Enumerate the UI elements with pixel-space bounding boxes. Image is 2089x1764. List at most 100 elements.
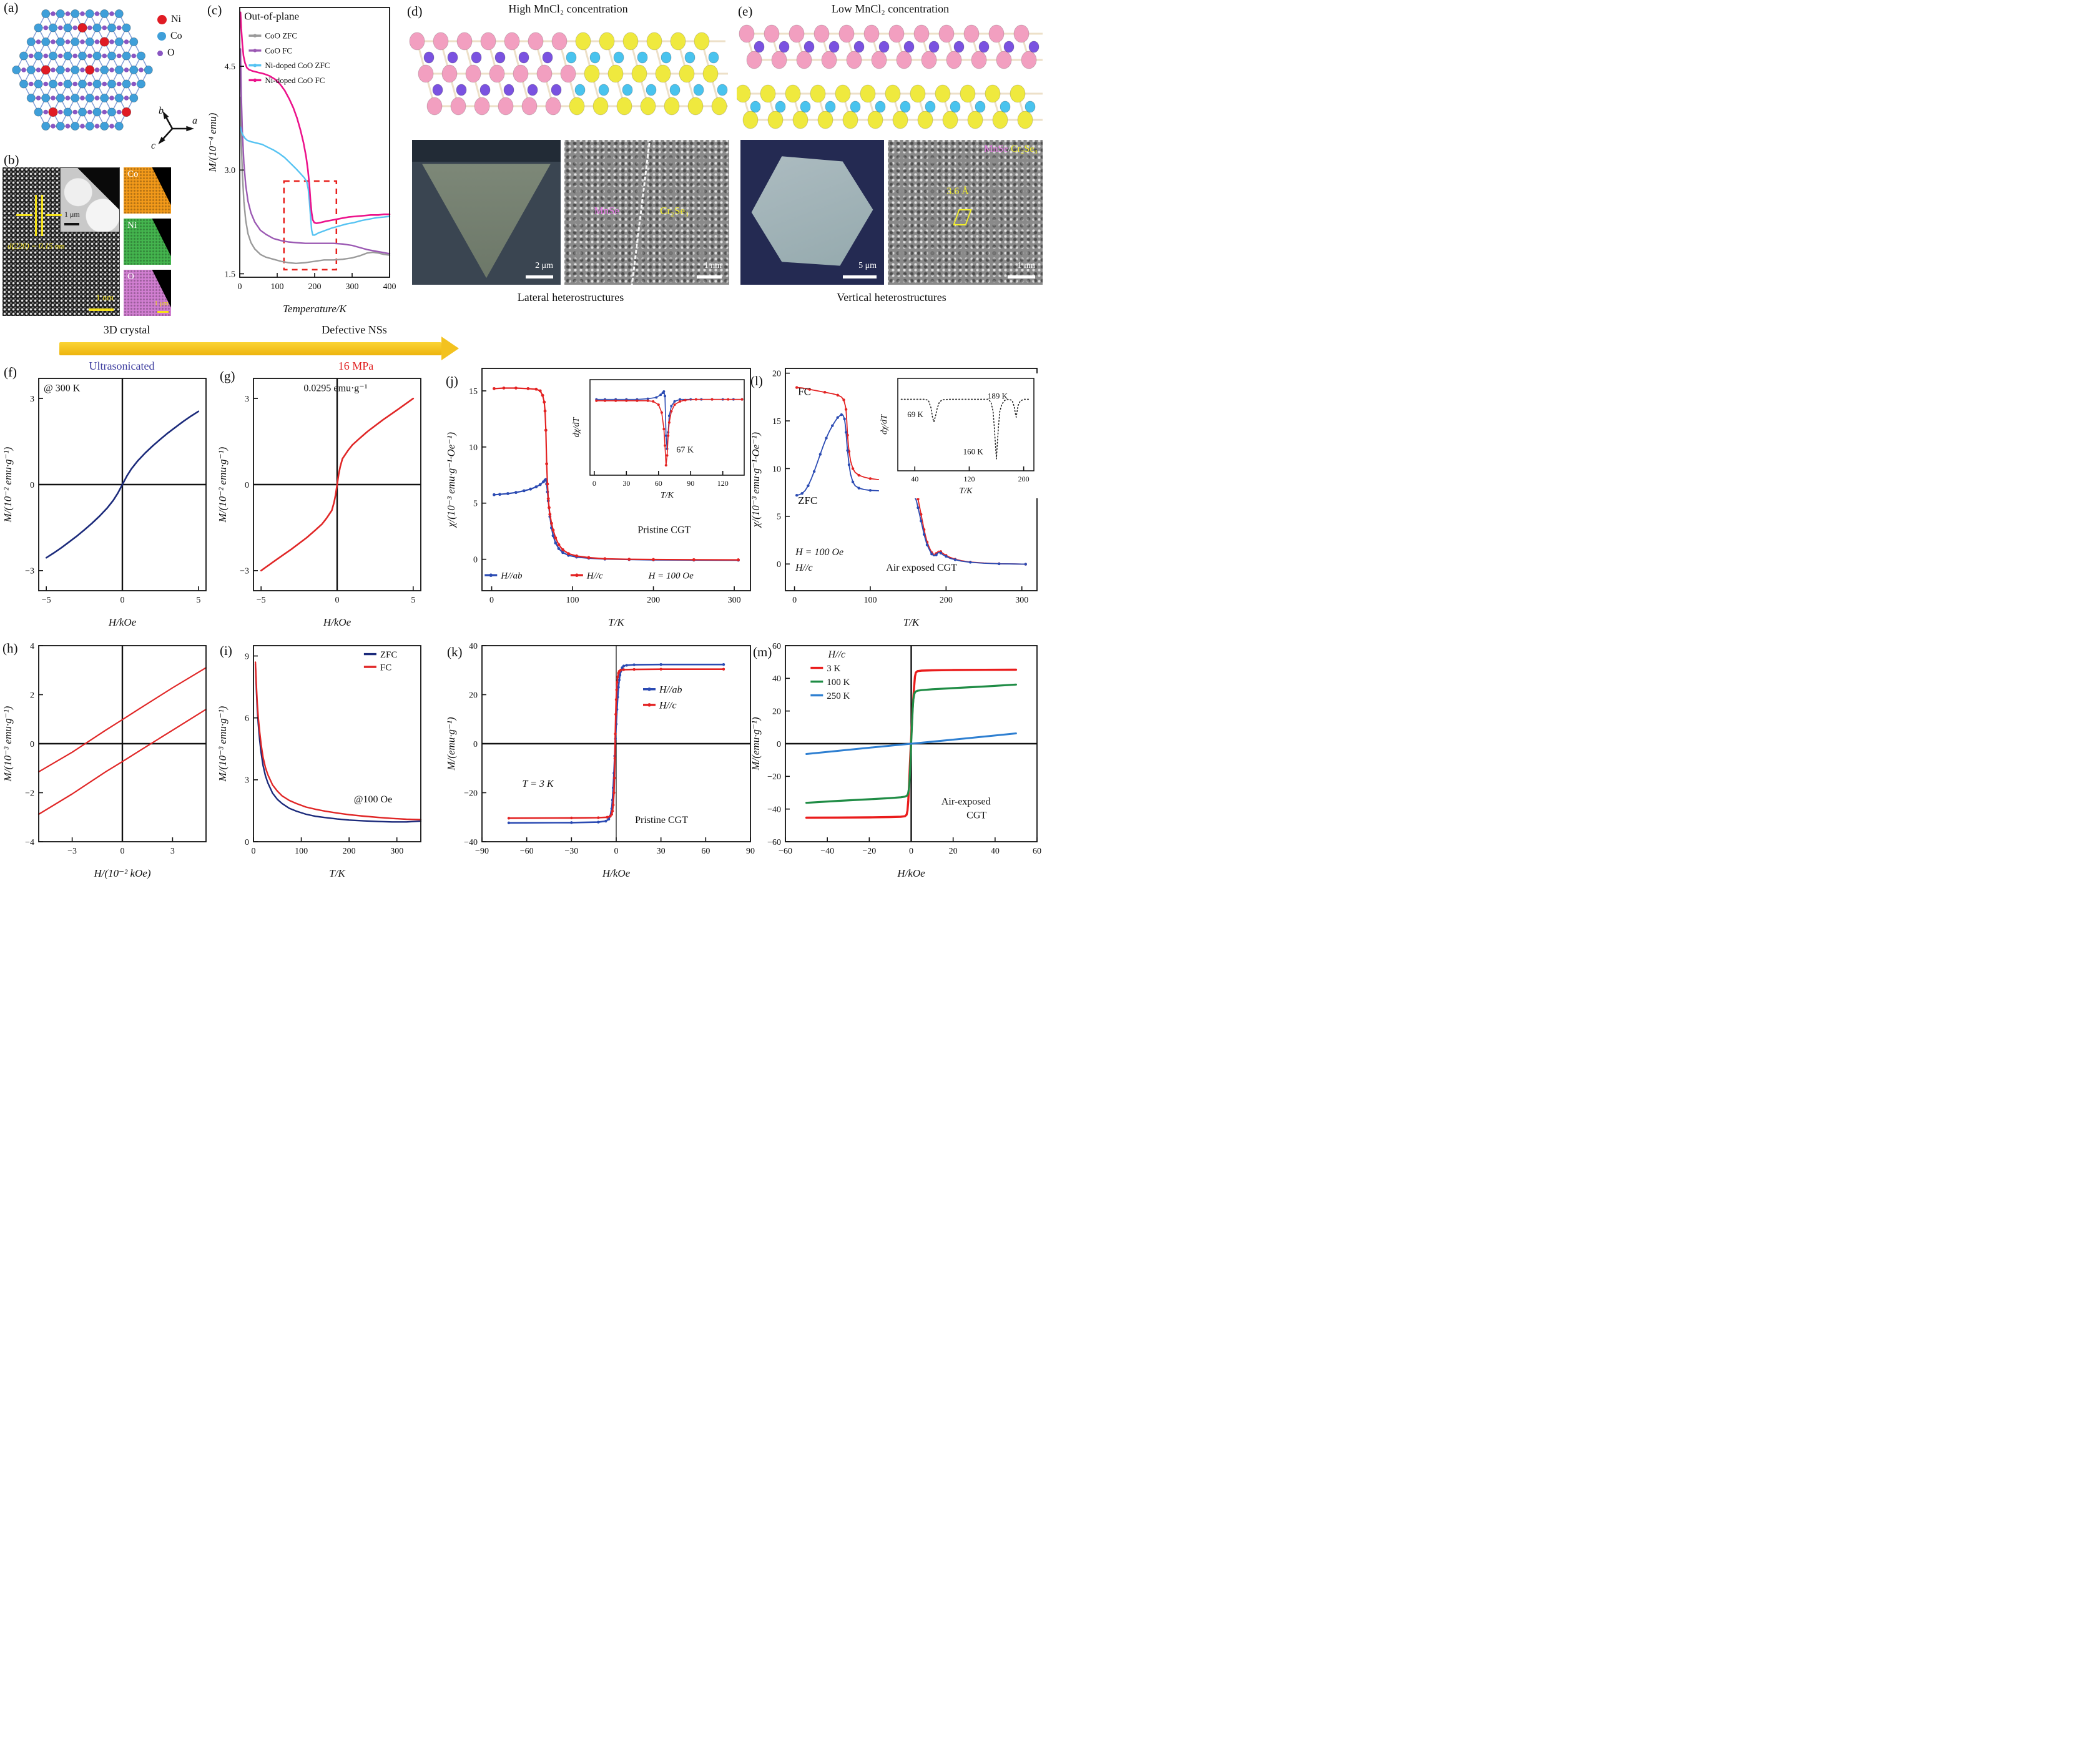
svg-text:H/kOe: H/kOe: [897, 867, 925, 879]
svg-text:250 K: 250 K: [827, 691, 850, 701]
svg-text:ZFC: ZFC: [798, 495, 817, 506]
svg-text:0: 0: [777, 560, 781, 569]
eds-map-o: O 1 μm: [124, 270, 171, 316]
svg-text:300: 300: [728, 596, 741, 605]
chart-chi-t-pristine: 0 100 200 300 0 5 10 15 T/K χ/(10⁻³ emu·g⁻¹·Oe⁻¹)…: [445, 361, 758, 631]
stack-label-slash: /: [1008, 144, 1011, 154]
d-spacing-line-1: [35, 195, 37, 236]
svg-text:Ni-doped CoO ZFC: Ni-doped CoO ZFC: [265, 61, 330, 70]
svg-text:CGT: CGT: [966, 810, 986, 820]
inset-scale-bar: [64, 223, 79, 225]
legend-label-co: Co: [170, 31, 182, 41]
svg-text:10: 10: [469, 443, 478, 453]
svg-text:30: 30: [622, 479, 630, 488]
svg-text:H//c: H//c: [828, 649, 846, 660]
tem-moire-image: MnSe/Cr₂Se₃ 3.6 Å 1 nm: [888, 140, 1043, 285]
svg-text:−20: −20: [862, 847, 876, 856]
panel-label-k: (k): [447, 644, 463, 659]
panel-label-h: (h): [2, 641, 18, 656]
chart-mh-pristine-cgt: −90 −60 −30 0 30 60 90 −40 −20 0 20 40 H/kOe M/(emu·g…: [445, 638, 758, 882]
svg-text:0: 0: [792, 596, 797, 605]
svg-text:120: 120: [717, 479, 729, 488]
panel-label-g: (g): [220, 368, 235, 383]
tem-e-scale-label: 1 nm: [1017, 261, 1035, 270]
svg-text:120: 120: [963, 475, 975, 483]
svg-text:M/(emu·g⁻¹): M/(emu·g⁻¹): [750, 717, 762, 771]
eds-o-label: O: [127, 272, 134, 282]
svg-text:3 K: 3 K: [827, 664, 840, 674]
svg-text:300: 300: [390, 847, 403, 856]
tem-e-scale-bar: [1008, 275, 1035, 278]
svg-text:−30: −30: [564, 847, 578, 856]
svg-text:−40: −40: [820, 847, 834, 856]
banner-16mpa: 16 MPa: [338, 360, 374, 372]
figure-canvas: (a) (b) (c) (d) (e) (f) (g) (h) (i) (j) …: [0, 0, 1044, 882]
svg-text:0: 0: [777, 740, 781, 749]
legend-label-ni: Ni: [171, 14, 181, 24]
chart-mt-coo: 0 100 200 300 400 1.5 3.0 4.5 Temperature/K M/(10…: [206, 1, 397, 317]
svg-text:−5: −5: [257, 596, 266, 605]
svg-text:0: 0: [30, 481, 34, 490]
optical-image-hexagon: 5 μm: [740, 140, 884, 285]
svg-text:H/kOe: H/kOe: [602, 867, 631, 879]
hrtem-scale-label: 1 nm: [96, 293, 114, 303]
panel-label-i: (i): [220, 643, 232, 658]
svg-text:T = 3 K: T = 3 K: [523, 779, 554, 789]
svg-text:H/(10⁻² kOe): H/(10⁻² kOe): [93, 867, 150, 879]
svg-text:H = 100 Oe: H = 100 Oe: [795, 547, 843, 558]
svg-text:Air exposed CGT: Air exposed CGT: [886, 563, 957, 573]
svg-text:Ni-doped CoO FC: Ni-doped CoO FC: [265, 76, 325, 85]
svg-text:−40: −40: [464, 838, 478, 847]
svg-text:−4: −4: [25, 838, 34, 847]
eds-maps-column: Co Ni O 1 μm: [124, 167, 171, 316]
panel-label-j: (j): [446, 373, 458, 388]
eds-scale-label: 1 μm: [154, 300, 169, 307]
svg-text:M/(10⁻² emu·g⁻¹): M/(10⁻² emu·g⁻¹): [217, 446, 229, 523]
svg-text:−20: −20: [464, 789, 478, 798]
svg-text:−5: −5: [42, 596, 51, 605]
svg-text:−60: −60: [520, 847, 534, 856]
svg-text:100: 100: [566, 596, 579, 605]
svg-text:a: a: [192, 116, 197, 126]
svg-text:H//c: H//c: [586, 571, 603, 581]
svg-text:3: 3: [170, 847, 175, 856]
banner-ultrasonicated: Ultrasonicated: [89, 360, 155, 372]
svg-text:10: 10: [772, 465, 781, 474]
svg-text:c: c: [151, 140, 155, 150]
svg-text:40: 40: [469, 642, 478, 651]
svg-text:−40: −40: [767, 806, 781, 815]
optical-d-scale-bar: [526, 275, 553, 278]
svg-text:90: 90: [746, 847, 755, 856]
legend-item-ni: Ni: [157, 14, 182, 25]
svg-text:0: 0: [592, 479, 596, 488]
svg-text:H//c: H//c: [795, 563, 813, 573]
chart-dchidt-airexposed-inset: 40 120 200 T/K dχ/dT 69 K 160 K 189 K: [879, 373, 1039, 498]
svg-text:dχ/dT: dχ/dT: [880, 414, 889, 435]
svg-text:−60: −60: [779, 847, 792, 856]
svg-text:T/K: T/K: [608, 616, 625, 628]
svg-text:20: 20: [469, 691, 478, 700]
chart-mh-16mpa: −5 0 5 −3 0 3 H/kOe M/(10⁻² emu·g⁻¹) 0.0295 emu·…: [216, 361, 430, 631]
svg-text:H/kOe: H/kOe: [323, 616, 351, 628]
svg-text:H/kOe: H/kOe: [108, 616, 137, 628]
panel-label-a: (a): [4, 0, 19, 15]
panel-label-c: (c): [207, 2, 222, 17]
crystal-axes-indicator: b a c: [151, 106, 197, 150]
svg-text:160 K: 160 K: [963, 446, 984, 456]
svg-text:4: 4: [30, 642, 34, 651]
svg-text:60: 60: [655, 479, 662, 488]
panel-label-f: (f): [4, 365, 17, 380]
svg-text:M/(emu·g⁻¹): M/(emu·g⁻¹): [445, 717, 457, 771]
svg-text:χ/(10⁻³ emu·g⁻¹·Oe⁻¹): χ/(10⁻³ emu·g⁻¹·Oe⁻¹): [750, 432, 762, 528]
svg-text:0: 0: [238, 282, 242, 292]
svg-text:−3: −3: [67, 847, 77, 856]
svg-text:−90: −90: [475, 847, 489, 856]
svg-text:5: 5: [196, 596, 200, 605]
svg-text:0: 0: [489, 596, 494, 605]
svg-text:T/K: T/K: [903, 616, 920, 628]
svg-text:5: 5: [473, 500, 478, 509]
svg-text:40: 40: [772, 674, 781, 684]
svg-text:3: 3: [30, 395, 34, 404]
svg-text:0: 0: [120, 847, 125, 856]
svg-text:−2: −2: [25, 789, 34, 798]
